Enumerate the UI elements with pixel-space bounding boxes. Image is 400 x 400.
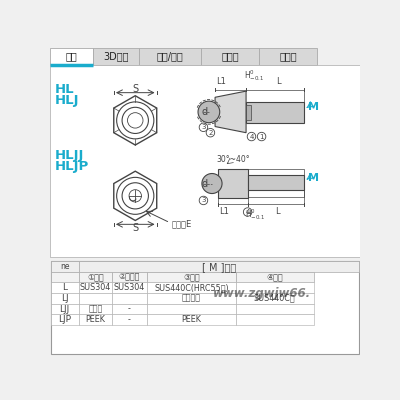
Bar <box>246 102 304 124</box>
Circle shape <box>257 132 266 141</box>
Bar <box>259 48 317 65</box>
Text: M: M <box>308 173 319 183</box>
Bar <box>51 261 79 272</box>
Text: L1: L1 <box>220 207 229 216</box>
Text: ④副球: ④副球 <box>266 272 283 282</box>
Text: HLJP: HLJP <box>55 160 89 173</box>
Bar <box>139 48 201 65</box>
Text: 型号/交期: 型号/交期 <box>157 52 184 62</box>
Text: 寸图: 寸图 <box>66 52 77 62</box>
Text: M: M <box>308 102 319 112</box>
Bar <box>112 304 147 314</box>
Text: 3D预览: 3D预览 <box>103 52 129 62</box>
Text: -: - <box>128 304 131 314</box>
Circle shape <box>199 123 208 132</box>
Bar <box>147 314 236 325</box>
Bar <box>79 314 112 325</box>
Text: 产品目: 产品目 <box>280 52 297 62</box>
Bar <box>51 282 79 293</box>
Text: 4: 4 <box>246 209 250 215</box>
Bar <box>79 304 112 314</box>
Bar <box>236 272 314 282</box>
Bar <box>79 261 359 272</box>
Text: PEEK: PEEK <box>86 315 105 324</box>
Text: H$^{0}_{-0.1}$: H$^{0}_{-0.1}$ <box>245 207 266 222</box>
Bar <box>112 282 147 293</box>
Text: L: L <box>62 283 67 292</box>
Circle shape <box>247 132 256 141</box>
Bar <box>112 314 147 325</box>
Bar <box>50 48 93 65</box>
Text: HLJJ: HLJJ <box>55 149 84 162</box>
Text: 排水孔E: 排水孔E <box>172 220 192 229</box>
Bar <box>79 293 112 304</box>
Bar <box>147 272 236 282</box>
Bar <box>51 314 79 325</box>
Text: S: S <box>132 223 138 233</box>
Text: -: - <box>128 315 131 324</box>
Text: 聚缩醒: 聚缩醒 <box>88 304 102 314</box>
Text: ②调整环: ②调整环 <box>119 272 140 282</box>
Text: d: d <box>201 178 207 188</box>
Circle shape <box>199 196 208 205</box>
Polygon shape <box>215 91 246 133</box>
Text: LJP: LJP <box>58 315 71 324</box>
Bar <box>246 105 251 120</box>
Text: SUS304: SUS304 <box>114 283 145 292</box>
Text: 4: 4 <box>249 134 254 140</box>
Text: SUS440C．: SUS440C． <box>254 294 296 303</box>
Bar <box>79 272 112 282</box>
Bar <box>248 169 304 197</box>
Text: L1: L1 <box>216 78 226 86</box>
Text: ③主球: ③主球 <box>183 272 200 282</box>
Text: LJ: LJ <box>61 294 68 303</box>
Text: HL: HL <box>55 83 74 96</box>
Text: LJJ: LJJ <box>60 304 70 314</box>
Bar <box>248 175 304 190</box>
Text: PEEK: PEEK <box>182 315 201 324</box>
Text: ①主体: ①主体 <box>87 272 104 282</box>
Circle shape <box>206 128 215 137</box>
Text: SUS440C(HRC55～): SUS440C(HRC55～) <box>154 283 229 292</box>
Circle shape <box>243 208 252 216</box>
Text: L: L <box>276 78 281 86</box>
Bar <box>218 169 248 198</box>
Bar <box>147 293 236 304</box>
Text: 3: 3 <box>201 124 206 130</box>
Text: 聚缩醒球: 聚缩醒球 <box>182 294 201 303</box>
Bar <box>236 304 314 314</box>
Bar <box>79 282 112 293</box>
Text: 1: 1 <box>259 134 264 140</box>
Bar <box>112 272 147 282</box>
Text: [ M ]材质: [ M ]材质 <box>202 262 236 272</box>
Bar <box>147 304 236 314</box>
Text: S: S <box>132 84 138 94</box>
Text: HLJ: HLJ <box>55 94 79 107</box>
Bar <box>236 282 314 293</box>
Bar <box>93 48 139 65</box>
Bar <box>51 304 79 314</box>
Bar <box>147 282 236 293</box>
Text: L: L <box>275 207 279 216</box>
Text: H$^{0}_{-0.1}$: H$^{0}_{-0.1}$ <box>244 68 264 84</box>
Bar <box>51 261 359 354</box>
Bar <box>50 65 360 258</box>
Bar <box>201 48 259 65</box>
Bar <box>51 272 79 282</box>
Text: 3: 3 <box>201 198 206 204</box>
Text: www.zgwjw66.: www.zgwjw66. <box>213 287 311 300</box>
Bar <box>51 293 79 304</box>
Bar <box>236 293 314 304</box>
Circle shape <box>202 174 222 194</box>
Text: 规格表: 规格表 <box>221 52 239 62</box>
Text: d: d <box>201 107 207 117</box>
Text: ne: ne <box>60 262 70 271</box>
Bar <box>112 293 147 304</box>
Circle shape <box>198 101 220 123</box>
Bar <box>236 314 314 325</box>
Text: 30°~40°: 30°~40° <box>217 155 250 164</box>
Text: SUS304: SUS304 <box>80 283 111 292</box>
Text: 2: 2 <box>208 130 213 136</box>
